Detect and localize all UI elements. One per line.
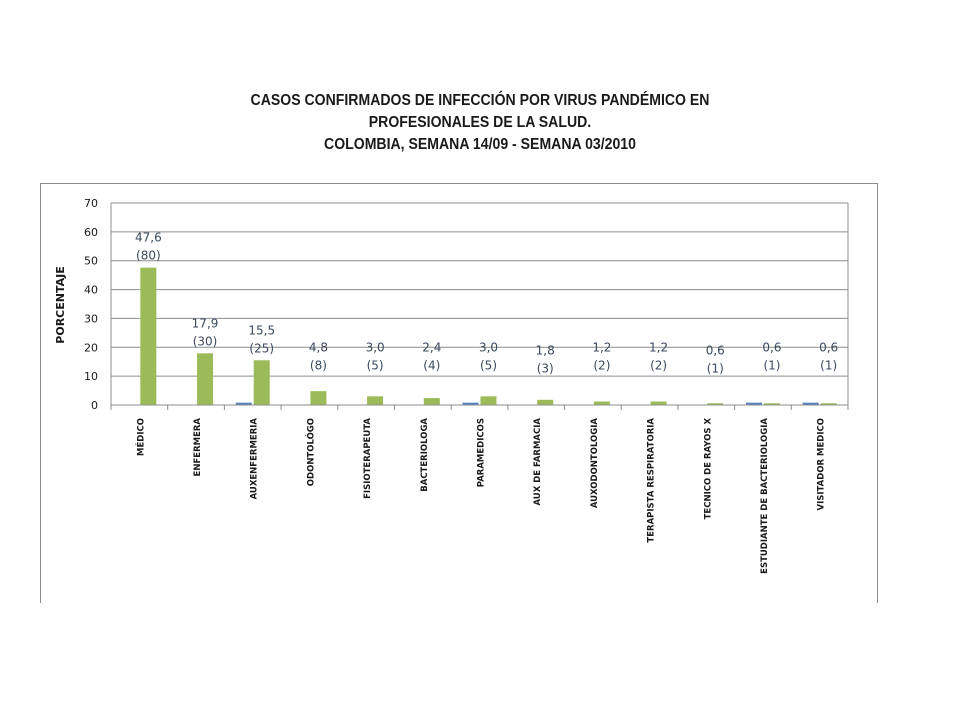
chart-title-line-2: PROFESIONALES DE LA SALUD. xyxy=(368,114,592,131)
data-label-count: (3) xyxy=(537,361,554,375)
bar-series-2 xyxy=(253,360,270,405)
chart-title-line-3: COLOMBIA, SEMANA 14/09 - SEMANA 03/2010 xyxy=(324,136,636,153)
data-label-value: 4,8 xyxy=(309,340,328,354)
data-label-count: (5) xyxy=(367,358,384,372)
chart-title-line-1: CASOS CONFIRMADOS DE INFECCIÓN POR VIRUS… xyxy=(250,92,710,109)
bar-series-2 xyxy=(423,398,440,405)
data-label-value: 1,2 xyxy=(649,340,668,354)
y-tick-label: 20 xyxy=(84,341,98,354)
data-label-count: (1) xyxy=(763,358,780,372)
y-tick-label: 50 xyxy=(84,255,98,268)
data-label-value: 1,2 xyxy=(592,340,611,354)
data-label-value: 3,0 xyxy=(479,340,498,354)
x-category-label: TECNICO DE RAYOS X xyxy=(703,418,713,520)
x-category-label: AUXODONTOLOGIA xyxy=(590,418,600,509)
y-axis-label: PORCENTAJE xyxy=(54,266,67,343)
bar-series-2 xyxy=(820,403,837,405)
data-label-value: 3,0 xyxy=(366,340,385,354)
y-tick-label: 70 xyxy=(84,197,98,210)
data-label-count: (1) xyxy=(707,361,724,375)
x-category-label: FISIOTERAPEUTA xyxy=(363,418,373,499)
y-tick-label: 60 xyxy=(84,226,98,239)
x-category-label: MÉDICO xyxy=(134,418,146,456)
x-category-label: TERAPISTA RESPIRATORIA xyxy=(647,418,657,543)
data-label-value: 1,8 xyxy=(536,343,555,357)
data-label-value: 0,6 xyxy=(706,343,725,357)
x-category-label: PARAMEDICOS xyxy=(477,418,487,487)
data-label-value: 0,6 xyxy=(819,340,838,354)
y-tick-label: 0 xyxy=(91,399,98,412)
data-label-count: (5) xyxy=(480,358,497,372)
data-label-count: (80) xyxy=(136,249,161,263)
x-category-label: ENFERMERA xyxy=(193,418,203,477)
bar-series-2 xyxy=(480,396,497,405)
bar-series-2 xyxy=(593,401,610,405)
bar-series-1 xyxy=(462,402,479,405)
x-category-label: VISITADOR MEDICO xyxy=(817,418,827,510)
bar-series-2 xyxy=(197,353,214,405)
data-label-count: (8) xyxy=(310,358,327,372)
data-label-count: (25) xyxy=(249,341,274,355)
bar-series-2 xyxy=(650,401,667,405)
bar-series-1 xyxy=(802,402,819,405)
chart-frame xyxy=(40,183,878,603)
data-label-count: (2) xyxy=(650,358,667,372)
bar-series-2 xyxy=(537,399,554,405)
x-category-label: ODONTOLÓGO xyxy=(304,418,316,486)
x-category-label: BACTERIOLOGA xyxy=(420,418,430,492)
bar-series-2 xyxy=(140,267,157,405)
data-label-count: (30) xyxy=(193,334,218,348)
x-category-label: ESTUDIANTE DE BACTERIOLOGIA xyxy=(760,418,770,574)
data-label-value: 0,6 xyxy=(762,340,781,354)
data-label-value: 17,9 xyxy=(192,316,219,330)
y-tick-label: 10 xyxy=(84,370,98,383)
data-label-count: (2) xyxy=(593,358,610,372)
y-tick-label: 40 xyxy=(84,284,98,297)
x-category-label: AUX DE FARMACIA xyxy=(533,418,543,506)
bar-series-1 xyxy=(745,402,762,405)
bar-series-2 xyxy=(310,391,327,405)
y-tick-label: 30 xyxy=(84,312,98,325)
bar-series-2 xyxy=(367,396,384,405)
data-label-value: 47,6 xyxy=(135,231,162,245)
data-label-value: 15,5 xyxy=(248,323,275,337)
x-category-label: AUXENFERMERIA xyxy=(250,418,260,500)
bar-series-1 xyxy=(235,402,252,405)
data-label-count: (4) xyxy=(423,358,440,372)
chart-title: CASOS CONFIRMADOS DE INFECCIÓN POR VIRUS… xyxy=(130,90,830,156)
bar-series-2 xyxy=(707,403,724,405)
data-label-value: 2,4 xyxy=(422,340,441,354)
data-label-count: (1) xyxy=(820,358,837,372)
bar-series-2 xyxy=(763,403,780,405)
